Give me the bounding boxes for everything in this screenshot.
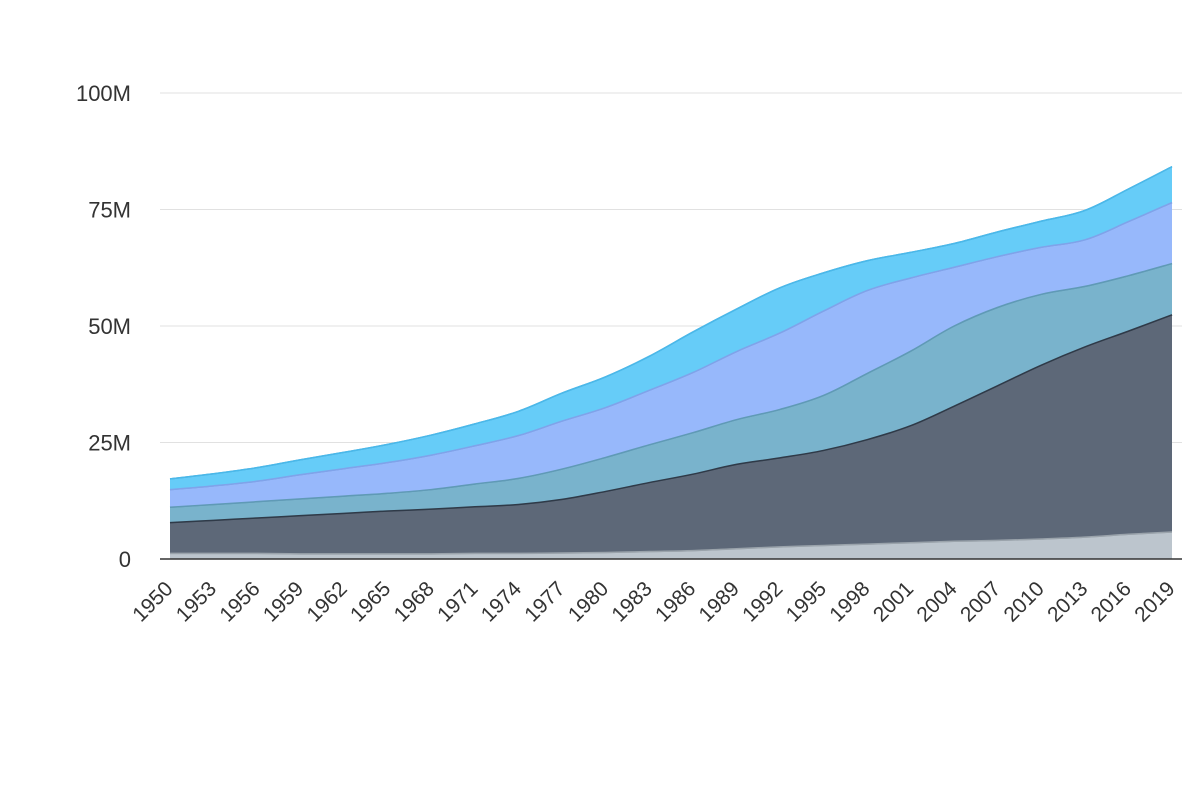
x-tick-label: 1962 — [302, 577, 351, 626]
x-tick-label: 1971 — [433, 577, 482, 626]
y-tick-label: 75M — [88, 198, 131, 223]
x-tick-label: 2004 — [912, 577, 962, 627]
x-tick-label: 1959 — [259, 577, 308, 626]
series-edge-1 — [170, 531, 1173, 555]
x-tick-label: 1974 — [477, 577, 527, 627]
series-edge-5 — [169, 165, 1173, 480]
y-tick-label: 25M — [88, 431, 131, 456]
x-tick-label: 2001 — [869, 577, 918, 626]
x-tick-label: 1956 — [215, 577, 264, 626]
x-tick-label: 1989 — [695, 577, 744, 626]
x-tick-label: 1980 — [564, 577, 613, 626]
y-tick-label: 50M — [88, 314, 131, 339]
y-axis-tick-labels: 0 25M 50M 75M 100M — [76, 81, 131, 572]
x-tick-label: 1977 — [520, 577, 569, 626]
x-tick-label: 1968 — [390, 577, 439, 626]
series-edge-2 — [169, 314, 1173, 524]
x-tick-label: 1965 — [346, 577, 395, 626]
x-tick-label: 1998 — [825, 577, 874, 626]
y-tick-label: 100M — [76, 81, 131, 106]
x-axis-tick-labels: 1950195319561959196219651968197119741977… — [128, 577, 1179, 627]
x-tick-label: 2010 — [1000, 577, 1049, 626]
x-tick-label: 1950 — [128, 577, 177, 626]
x-tick-label: 2016 — [1087, 577, 1136, 626]
x-tick-label: 1995 — [782, 577, 831, 626]
series-edge-3 — [169, 262, 1173, 509]
x-tick-label: 1953 — [172, 577, 221, 626]
x-tick-label: 1983 — [607, 577, 656, 626]
x-tick-label: 1986 — [651, 577, 700, 626]
x-tick-label: 2013 — [1043, 577, 1092, 626]
series-edge-4 — [169, 201, 1173, 491]
x-tick-label: 1992 — [738, 577, 787, 626]
area-series-4 — [170, 202, 1172, 508]
x-tick-label: 2019 — [1130, 577, 1179, 626]
area-series-1 — [170, 531, 1172, 559]
x-tick-label: 2007 — [956, 577, 1005, 626]
area-series-2 — [170, 314, 1172, 554]
y-tick-label: 0 — [119, 547, 131, 572]
area-series — [169, 165, 1173, 559]
